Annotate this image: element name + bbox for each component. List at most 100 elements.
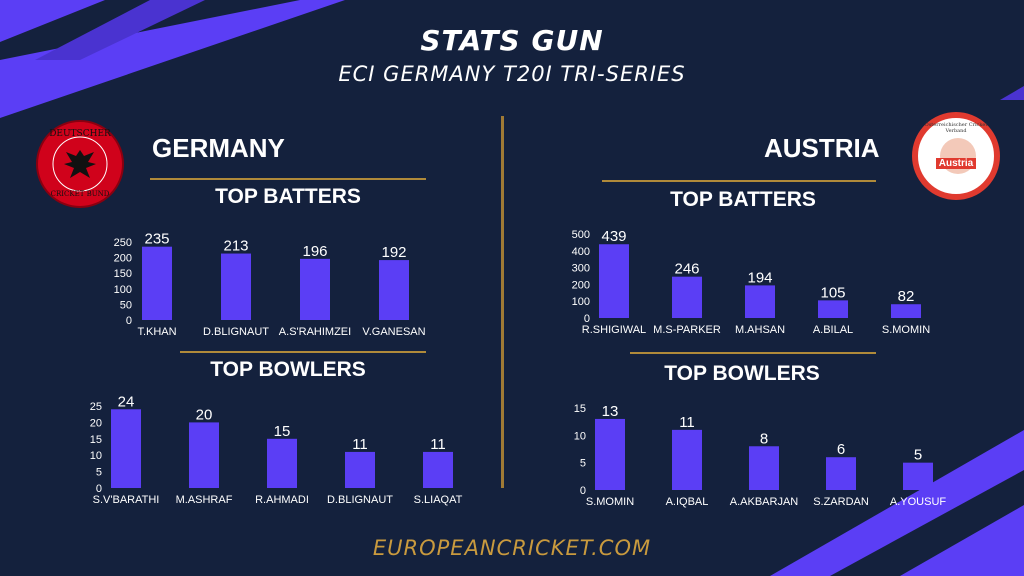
austria-logo-center-text: Austria <box>935 158 977 169</box>
bar <box>672 276 702 318</box>
bar-value-label: 24 <box>118 394 135 410</box>
bar-value-label: 235 <box>144 231 169 248</box>
bar-value-label: 192 <box>381 244 406 261</box>
y-tick-label: 200 <box>114 253 132 265</box>
category-label: R.SHIGIWAL <box>582 324 646 336</box>
team-name-austria: AUSTRIA <box>764 133 880 163</box>
bar <box>826 457 856 490</box>
chart-germany-top-bowlers: 0 5 10 15 20 25 24 S.V'BARATHI 20 M.ASHRAF 15 R.AHM… <box>90 394 463 506</box>
y-tick-label: 0 <box>584 313 590 325</box>
bar <box>599 244 629 318</box>
bar-value-label: 11 <box>679 414 695 431</box>
bar-value-label: 15 <box>274 423 291 440</box>
y-tick-label: 150 <box>114 268 132 280</box>
bar <box>142 246 172 320</box>
y-tick-label: 50 <box>120 299 132 311</box>
bar <box>379 260 409 320</box>
bar-value-label: 213 <box>223 238 248 255</box>
bar-value-label: 105 <box>820 284 845 301</box>
y-tick-label: 400 <box>572 246 590 258</box>
y-tick-label: 0 <box>126 315 132 327</box>
bar <box>745 285 775 318</box>
germany-logo-bottom-text: CRICKET BUND <box>50 190 110 198</box>
y-tick-label: 10 <box>90 450 102 462</box>
category-label: V.GANESAN <box>362 326 425 338</box>
footer-website: EUROPEANCRICKET.COM <box>372 536 652 560</box>
gold-rule-austria <box>602 180 876 182</box>
bar-value-label: 246 <box>674 261 699 278</box>
bar <box>749 446 779 490</box>
category-label: A.YOUSUF <box>890 496 947 508</box>
bar-value-label: 11 <box>352 436 368 453</box>
chart-austria-top-batters: 0 100 200 300 400 500 439 R.SHIGIWAL 246 M.S-PARK… <box>572 228 931 336</box>
bar <box>267 438 297 488</box>
y-tick-label: 250 <box>114 237 132 249</box>
y-tick-label: 100 <box>572 296 590 308</box>
bar <box>595 418 625 490</box>
category-label: T.KHAN <box>137 326 176 338</box>
bar-value-label: 13 <box>602 403 619 420</box>
gold-rule-austria-bowlers <box>630 352 876 354</box>
austria-logo: Austria Österreichischer Cricket Verband <box>912 112 1000 200</box>
y-tick-label: 15 <box>90 434 102 446</box>
bar <box>891 304 921 318</box>
page-subtitle: ECI GERMANY T20I TRI-SERIES <box>338 62 686 86</box>
chart-austria-top-bowlers: 0 5 10 15 13 S.MOMIN 11 A.IQBAL 8 A.AKBARJAN 6 S.ZA… <box>574 403 947 508</box>
bar-value-label: 439 <box>601 228 626 245</box>
category-label: S.MOMIN <box>882 324 930 336</box>
category-label: S.ZARDAN <box>813 496 869 508</box>
y-tick-label: 25 <box>90 401 102 413</box>
bar <box>903 462 933 490</box>
center-divider <box>501 116 504 488</box>
austria-batters-title: TOP BATTERS <box>670 188 816 211</box>
category-label: M.S-PARKER <box>653 324 721 336</box>
bar-value-label: 11 <box>430 436 446 453</box>
bar-value-label: 196 <box>302 243 327 260</box>
y-tick-label: 10 <box>574 430 586 442</box>
bar <box>345 451 375 488</box>
gold-rule-germany-bowlers <box>180 351 426 353</box>
bar-value-label: 20 <box>196 406 213 423</box>
category-label: D.BLIGNAUT <box>327 494 393 506</box>
bar <box>818 300 848 318</box>
eagle-icon <box>52 136 108 192</box>
austria-logo-ring-text: Österreichischer Cricket Verband <box>924 122 988 134</box>
y-tick-label: 300 <box>572 263 590 275</box>
gold-rule-germany <box>150 178 426 180</box>
bar <box>111 409 141 488</box>
bar-value-label: 5 <box>914 447 922 464</box>
y-tick-label: 0 <box>96 483 102 495</box>
bar <box>300 258 330 320</box>
germany-bowlers-title: TOP BOWLERS <box>210 358 366 381</box>
bar-value-label: 194 <box>747 269 772 286</box>
page-title: STATS GUN <box>420 24 604 57</box>
chart-germany-top-batters: 0 50 100 150 200 250 235 T.KHAN 213 D.BLIGNAUT 196… <box>114 231 426 338</box>
category-label: M.AHSAN <box>735 324 785 336</box>
y-tick-label: 15 <box>574 403 586 415</box>
category-label: A.BILAL <box>813 324 853 336</box>
y-tick-label: 5 <box>580 458 586 470</box>
y-tick-label: 20 <box>90 417 102 429</box>
category-label: D.BLIGNAUT <box>203 326 269 338</box>
bar <box>423 451 453 488</box>
bar <box>221 253 251 320</box>
y-tick-label: 0 <box>580 485 586 497</box>
bar-value-label: 6 <box>837 441 845 458</box>
category-label: S.V'BARATHI <box>93 494 160 506</box>
y-tick-label: 200 <box>572 279 590 291</box>
category-label: R.AHMADI <box>255 494 309 506</box>
category-label: A.IQBAL <box>666 496 709 508</box>
austria-bowlers-title: TOP BOWLERS <box>664 362 820 385</box>
category-label: A.AKBARJAN <box>730 496 799 508</box>
bar <box>189 422 219 488</box>
category-label: S.LIAQAT <box>414 494 463 506</box>
bar-value-label: 8 <box>760 430 768 447</box>
y-tick-label: 100 <box>114 284 132 296</box>
bar-value-label: 82 <box>898 288 915 305</box>
category-label: A.S'RAHIMZEI <box>279 326 351 338</box>
y-tick-label: 500 <box>572 229 590 241</box>
category-label: S.MOMIN <box>586 496 634 508</box>
germany-logo: DEUTSCHER CRICKET BUND <box>36 120 124 208</box>
bar <box>672 429 702 490</box>
